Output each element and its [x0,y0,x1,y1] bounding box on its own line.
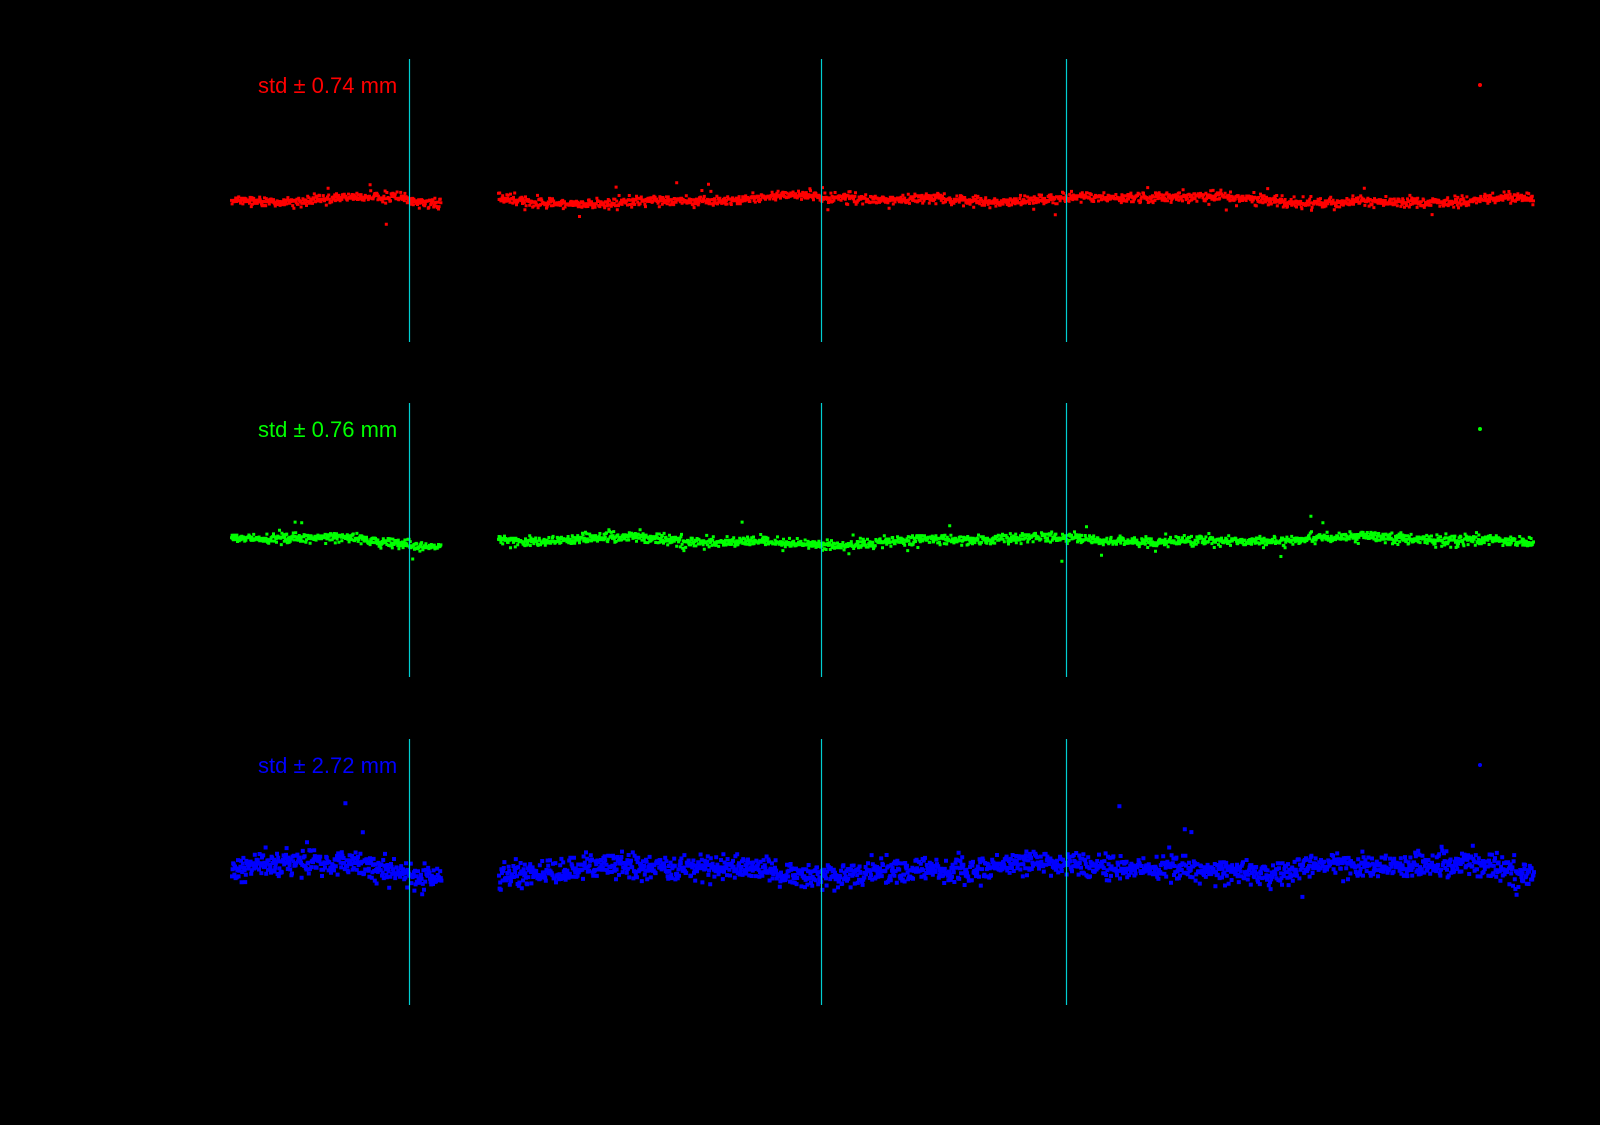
panel-green [230,427,1535,563]
panel-blue [230,763,1536,899]
std-label-blue: std ± 2.72 mm [258,753,398,778]
scatter-points [230,801,1536,899]
legend-marker-dot [1478,427,1482,431]
legend-marker-dot [1478,763,1482,767]
scatter-points [230,181,1535,226]
panel-red [230,83,1535,226]
scatter-points [230,514,1535,563]
legend-marker-dot [1478,83,1482,87]
std-label-green: std ± 0.76 mm [258,417,398,442]
std-label-red: std ± 0.74 mm [258,73,398,98]
